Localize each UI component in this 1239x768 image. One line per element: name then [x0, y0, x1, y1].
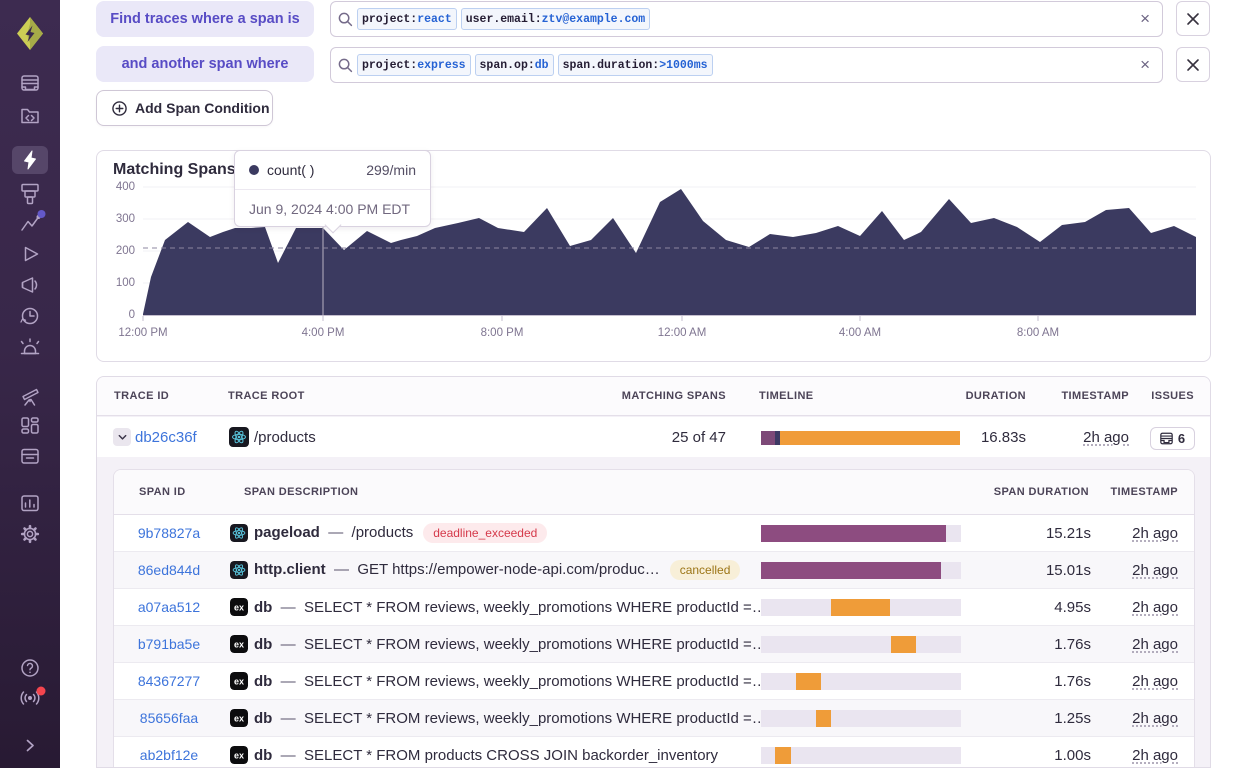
svg-text:8:00 AM: 8:00 AM: [1017, 327, 1059, 339]
svg-text:ex: ex: [234, 714, 244, 724]
svg-text:12:00 AM: 12:00 AM: [658, 327, 707, 339]
svg-text:200: 200: [116, 245, 135, 257]
svg-text:400: 400: [116, 181, 135, 193]
svg-text:4:00 AM: 4:00 AM: [839, 327, 881, 339]
svg-text:8:00 PM: 8:00 PM: [481, 327, 524, 339]
svg-text:12:00 PM: 12:00 PM: [118, 327, 167, 339]
svg-text:300: 300: [116, 213, 135, 225]
svg-text:ex: ex: [234, 640, 244, 650]
svg-text:100: 100: [116, 277, 135, 289]
svg-text:ex: ex: [234, 603, 244, 613]
svg-text:0: 0: [129, 309, 135, 321]
svg-text:4:00 PM: 4:00 PM: [302, 327, 345, 339]
svg-text:ex: ex: [234, 751, 244, 761]
svg-text:ex: ex: [234, 677, 244, 687]
